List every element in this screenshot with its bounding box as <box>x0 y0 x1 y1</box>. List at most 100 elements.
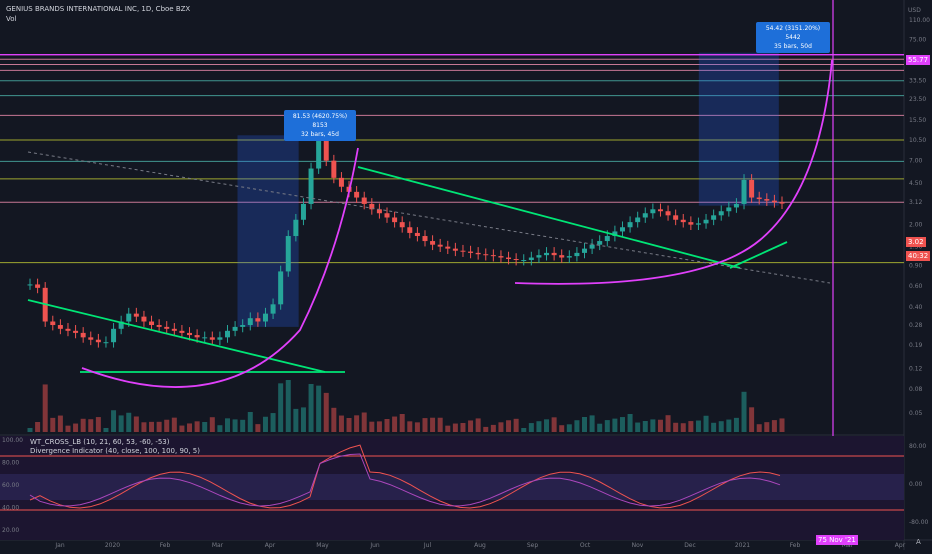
volume-bar-70 <box>559 425 565 432</box>
candle-body-12 <box>118 321 124 329</box>
volume-bar-98 <box>771 420 777 432</box>
candle-body-30 <box>255 318 261 322</box>
candle-body-44 <box>361 197 367 204</box>
volume-bar-36 <box>300 407 306 432</box>
volume-bar-20 <box>179 425 185 432</box>
volume-bar-75 <box>597 423 603 432</box>
volume-bar-29 <box>247 411 253 432</box>
volume-bar-78 <box>619 417 625 432</box>
candle-body-71 <box>566 256 572 258</box>
volume-bar-7 <box>80 418 86 432</box>
candle-body-60 <box>483 254 489 256</box>
candle-body-40 <box>331 160 337 178</box>
volume-bar-15 <box>141 422 147 432</box>
axis-unit: USD <box>908 7 921 14</box>
measure-box-2[interactable]: 54.42 (3151.20%) 5442 35 bars, 50d <box>756 22 830 53</box>
time-tick-15: Mar <box>842 542 854 549</box>
volume-bar-47 <box>384 418 390 432</box>
volume-bar-1 <box>35 421 41 432</box>
price-tick-10: 2.00 <box>909 222 923 229</box>
volume-bar-67 <box>536 421 542 432</box>
indicator-line-1: WT_CROSS_LB (10, 21, 60, 53, -60, -53) <box>30 438 170 446</box>
candle-body-25 <box>217 337 223 340</box>
volume-bar-49 <box>399 413 405 432</box>
cup-curve-1 <box>81 147 359 388</box>
date-tag-bottom: 75 Nov '21 <box>816 535 858 545</box>
candle-body-77 <box>612 231 618 237</box>
volume-bar-55 <box>445 425 451 432</box>
candle-body-68 <box>544 252 550 256</box>
candle-body-98 <box>771 200 777 203</box>
candle-body-84 <box>665 211 671 216</box>
candle-body-49 <box>399 222 405 228</box>
volume-bar-62 <box>498 422 504 432</box>
price-tick-15: 0.28 <box>909 322 923 329</box>
candle-body-27 <box>232 326 238 331</box>
candle-body-22 <box>194 335 200 338</box>
volume-bar-50 <box>407 421 413 432</box>
candle-body-65 <box>521 260 527 262</box>
measure-2-change: 54.42 (3151.20%) 5442 <box>765 25 821 41</box>
measure-box-1[interactable]: 81.53 (4620.75%) 8153 32 bars, 45d <box>284 110 356 141</box>
volume-bar-18 <box>164 419 170 432</box>
volume-bar-17 <box>156 421 162 432</box>
price-tick-13: 0.60 <box>909 283 923 290</box>
candle-body-62 <box>498 256 504 258</box>
volume-bar-88 <box>695 420 701 432</box>
volume-bar-72 <box>574 420 580 432</box>
candle-body-32 <box>270 304 276 314</box>
volume-bar-19 <box>171 417 177 432</box>
price-tick-5: 15.50 <box>909 117 926 124</box>
candle-body-46 <box>376 209 382 214</box>
measure-area-1 <box>237 135 299 327</box>
auto-scale-button[interactable]: A <box>916 538 921 546</box>
volume-bar-69 <box>551 417 557 432</box>
time-tick-13: 2021 <box>735 542 750 549</box>
volume-bar-77 <box>612 418 618 432</box>
candle-body-34 <box>285 236 291 272</box>
volume-bar-80 <box>635 422 641 432</box>
volume-bar-12 <box>118 415 124 432</box>
volume-bar-79 <box>627 413 633 432</box>
candle-body-43 <box>354 191 360 198</box>
trendline-1 <box>27 299 326 373</box>
time-tick-4: Apr <box>265 542 276 549</box>
volume-bar-54 <box>437 417 443 432</box>
volume-bar-35 <box>293 408 299 432</box>
candle-body-9 <box>95 339 101 343</box>
time-tick-6: Jun <box>369 542 380 549</box>
time-tick-2: Feb <box>160 542 171 549</box>
volume-bar-27 <box>232 419 238 432</box>
candle-body-17 <box>156 325 162 327</box>
candle-body-4 <box>57 325 63 329</box>
volume-bar-4 <box>57 415 63 432</box>
wt-line <box>29 444 781 509</box>
price-tick-16: 0.19 <box>909 342 923 349</box>
candle-body-37 <box>308 168 314 204</box>
candle-body-86 <box>680 219 686 223</box>
candle-body-91 <box>718 211 724 216</box>
measure-1-change: 81.53 (4620.75%) 8153 <box>292 113 348 129</box>
candle-body-67 <box>536 255 542 258</box>
volume-bar-73 <box>582 416 588 432</box>
candle-body-7 <box>80 332 86 338</box>
candle-body-11 <box>111 328 117 343</box>
time-tick-10: Oct <box>580 542 591 549</box>
candle-body-14 <box>133 313 139 317</box>
candle-body-73 <box>582 248 588 253</box>
volume-bar-81 <box>642 420 648 432</box>
volume-bar-92 <box>726 419 732 432</box>
volume-bar-45 <box>369 421 375 432</box>
indicator-legend: WT_CROSS_LB (10, 21, 60, 53, -60, -53) D… <box>30 438 200 456</box>
candle-body-52 <box>422 236 428 242</box>
candle-body-13 <box>126 313 132 322</box>
candle-body-97 <box>764 199 770 201</box>
candle-body-94 <box>741 179 747 204</box>
price-tick-19: 0.05 <box>909 410 923 417</box>
candle-body-69 <box>551 252 557 256</box>
candle-body-87 <box>688 222 694 225</box>
volume-bar-34 <box>285 380 291 432</box>
measure-area-2 <box>698 52 779 206</box>
volume-bar-68 <box>544 419 550 432</box>
